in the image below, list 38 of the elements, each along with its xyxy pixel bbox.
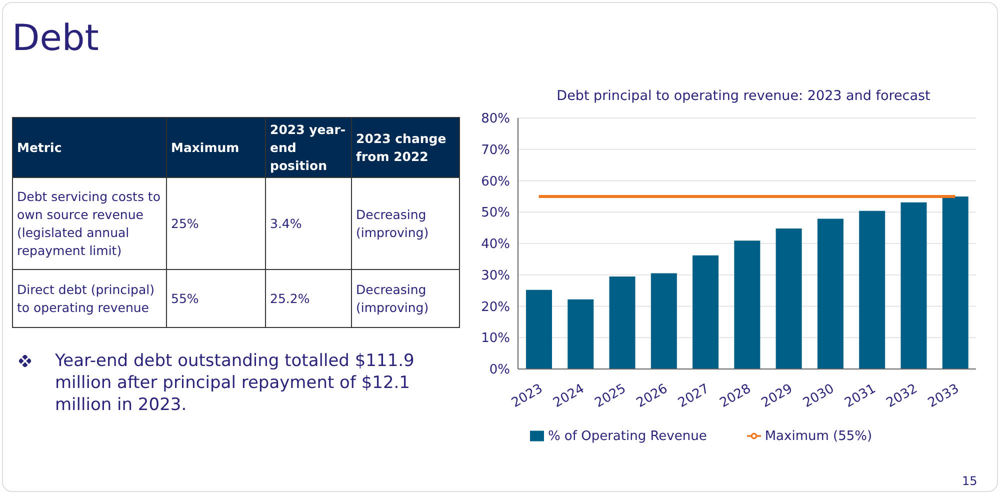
y-tick-label: 70% xyxy=(481,142,510,158)
y-tick-label: 30% xyxy=(481,268,510,284)
y-tick-label: 50% xyxy=(481,206,510,221)
text: 3.4% xyxy=(266,178,352,270)
text: Debt servicing costs to own source revenue (legislated annual repayment limit) xyxy=(12,178,166,270)
bar xyxy=(776,228,802,369)
chart-title: Debt principal to operating revenue: 2023 and forecast xyxy=(556,88,932,104)
legend-label: % of Operating Revenue xyxy=(548,429,707,444)
y-tick-label: 80% xyxy=(481,112,510,127)
bar xyxy=(942,196,968,369)
bar xyxy=(568,299,594,369)
y-tick-label: 0% xyxy=(489,362,510,378)
text: Decreasing (improving) xyxy=(352,178,460,270)
bar xyxy=(650,273,677,369)
bar xyxy=(900,202,927,369)
bar xyxy=(859,210,886,369)
text: 2023 year-end position xyxy=(266,118,352,178)
y-tick-label: 10% xyxy=(481,331,510,346)
bar xyxy=(734,240,760,369)
text: Metric xyxy=(12,118,166,178)
text: Debt xyxy=(12,18,99,59)
text: Decreasing (improving) xyxy=(352,270,460,328)
bar xyxy=(817,218,844,369)
text: 25.2% xyxy=(266,270,352,328)
text: 55% xyxy=(166,270,266,328)
legend-label: Maximum (55%) xyxy=(764,429,872,444)
text: Maximum xyxy=(166,118,266,178)
y-tick-label: 20% xyxy=(481,300,510,315)
text: Year-end debt outstanding totalled $111.9 million after principal repayment of $12.1 million in 2023. xyxy=(55,350,416,416)
y-tick-label: 60% xyxy=(481,174,510,190)
bar xyxy=(526,290,552,369)
text: Direct debt (principal) to operating revenue xyxy=(12,270,166,328)
text: 25% xyxy=(166,178,266,270)
text: 2023 change from 2022 xyxy=(352,118,460,178)
text: 15 xyxy=(962,474,978,488)
bar xyxy=(609,276,636,369)
bar xyxy=(692,255,719,369)
y-tick-label: 40% xyxy=(481,237,510,252)
